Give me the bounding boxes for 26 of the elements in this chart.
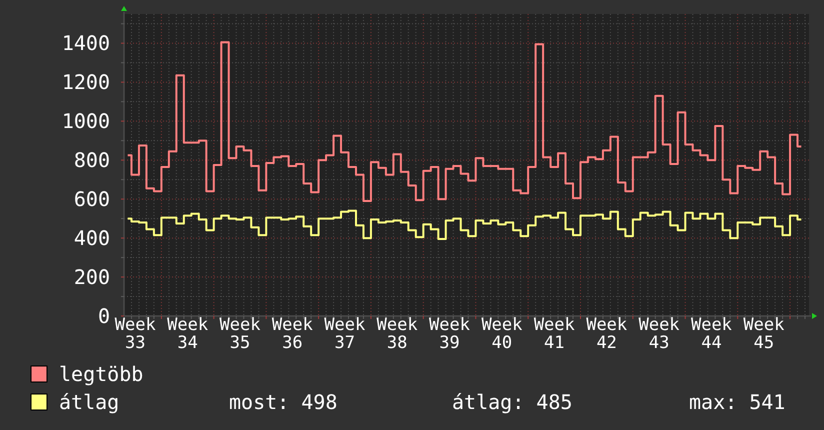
x-tick-label: Week 37 xyxy=(324,315,366,353)
y-tick-label: 800 xyxy=(74,148,110,172)
x-tick-label: Week 43 xyxy=(638,315,680,353)
x-tick-label: Week 40 xyxy=(481,315,522,353)
y-tick-label: 400 xyxy=(74,226,110,250)
x-tick-label: Week 35 xyxy=(220,315,260,353)
x-tick-label: Week 41 xyxy=(534,315,575,353)
text: most: 498 xyxy=(229,390,338,414)
y-tick-label: 600 xyxy=(74,187,110,212)
y-tick-label: 0 xyxy=(98,304,110,328)
text: átlag: 485 xyxy=(452,390,572,414)
y-tick-label: 1000 xyxy=(62,109,110,134)
y-tick-label: 200 xyxy=(74,265,110,290)
x-tick-label: Week 36 xyxy=(272,315,313,353)
text: max: 541 xyxy=(689,390,786,414)
x-tick-label: Week 39 xyxy=(429,315,470,353)
legend-label: átlag xyxy=(59,390,120,414)
x-tick-label: Week 44 xyxy=(690,315,732,353)
legend-label: legtöbb xyxy=(59,362,144,386)
y-tick-label: 1400 xyxy=(62,31,110,56)
y-tick-label: 1200 xyxy=(62,70,110,94)
x-tick-label: Week 38 xyxy=(376,315,418,353)
x-tick-label: Week 45 xyxy=(743,315,784,353)
x-tick-label: Week 34 xyxy=(167,315,208,353)
x-tick-label: Week 33 xyxy=(114,315,156,353)
x-tick-label: Week 42 xyxy=(586,315,628,353)
